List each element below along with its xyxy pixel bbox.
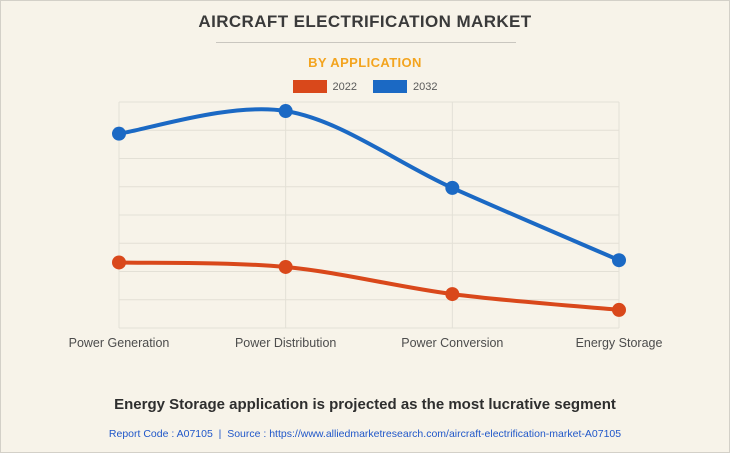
legend-swatch-2022-icon (292, 80, 327, 93)
page-title: AIRCRAFT ELECTRIFICATION MARKET (198, 12, 532, 31)
data-point-2022-energy-storage[interactable] (612, 302, 626, 317)
data-point-2022-power-conversion[interactable] (445, 287, 460, 302)
legend-item-2022[interactable]: 2022 (292, 80, 357, 93)
x-axis-label: Energy Storage (576, 336, 663, 350)
data-point-2032-power-generation[interactable] (112, 126, 126, 141)
line-chart: Power Generation Power Distribution Power … (69, 101, 663, 350)
x-axis-label: Power Distribution (235, 336, 336, 350)
title-divider (216, 42, 516, 43)
x-axis-label: Power Generation (69, 336, 170, 350)
report-source-link[interactable]: Report Code : A07105 | Source : https://… (108, 428, 622, 440)
series-line-2022 (117, 260, 621, 312)
legend-swatch-2032-icon (373, 80, 407, 93)
legend-item-2032[interactable]: 2032 (373, 80, 437, 93)
data-point-2032-power-distribution[interactable] (278, 104, 293, 119)
series-line-2032 (117, 107, 621, 263)
page-subtitle: BY APPLICATION (308, 55, 422, 70)
legend: 2022 2032 (1, 80, 729, 93)
legend-label-2022: 2022 (332, 80, 357, 93)
x-axis-label: Power Conversion (401, 336, 503, 350)
data-point-2022-power-distribution[interactable] (278, 259, 293, 274)
legend-label-2032: 2032 (413, 80, 438, 93)
data-point-2032-energy-storage[interactable] (612, 253, 626, 268)
data-point-2022-power-generation[interactable] (112, 255, 126, 270)
chart-caption: Energy Storage application is projected … (114, 396, 616, 413)
data-point-2032-power-conversion[interactable] (445, 180, 460, 195)
